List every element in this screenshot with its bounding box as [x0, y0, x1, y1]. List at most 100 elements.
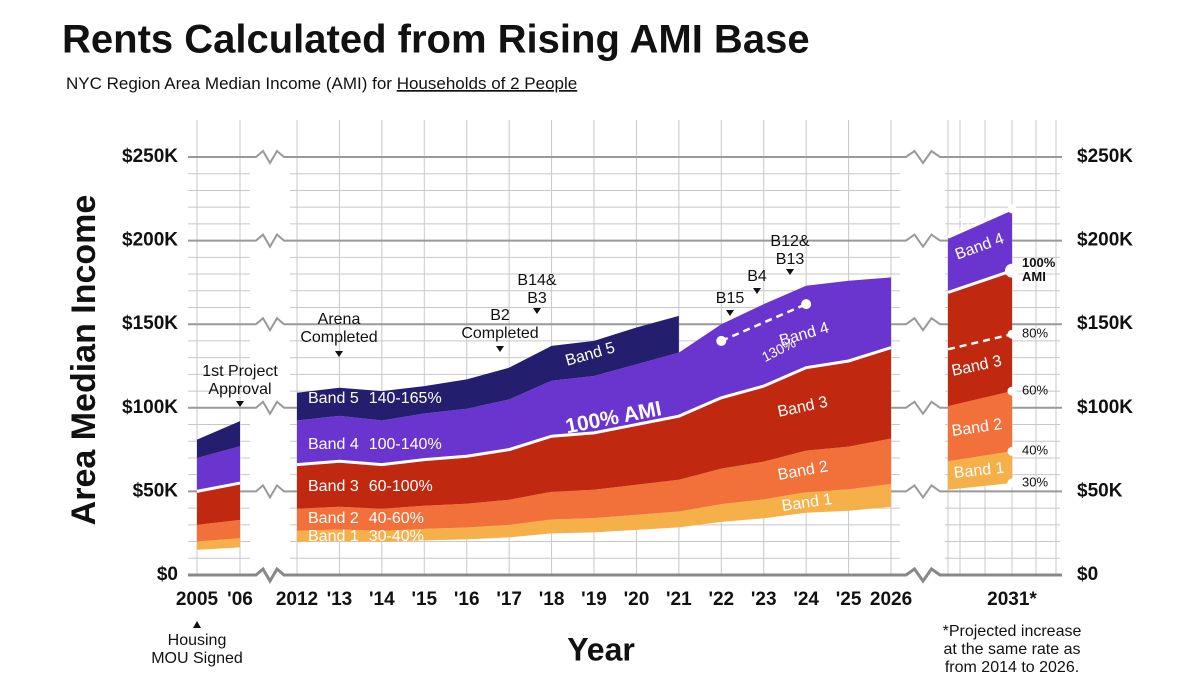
band-name: Band 2 [951, 416, 1004, 440]
projection-point [1007, 329, 1017, 339]
band-label: Band 5 140-165% [308, 390, 442, 407]
projected-top-line [947, 207, 1013, 239]
x-tick-label: '22 [708, 589, 734, 610]
band-area [948, 391, 1012, 462]
y-tick-label-right: $250K [1077, 146, 1133, 167]
reference-line [720, 302, 807, 343]
x-tick-label: '18 [539, 589, 565, 610]
band-area [948, 451, 1012, 490]
reference-line [947, 333, 1013, 351]
band-label: Band 1 [953, 460, 1005, 482]
y-tick-label-right: $0 [1077, 564, 1098, 585]
projection-label: 40% [1022, 443, 1048, 458]
annotation-arrow [236, 401, 244, 407]
x-tick-label: 2031* [987, 589, 1037, 610]
projection-point [1007, 204, 1017, 214]
annotation-arrow [496, 346, 504, 352]
band-area [197, 519, 240, 542]
band-name: Band 4 [308, 436, 359, 453]
major-grid-line [188, 233, 1062, 249]
band-range: 60-100% [369, 478, 433, 495]
annotation: B12& [770, 233, 809, 250]
footnote: at the same rate as [944, 641, 1081, 658]
x-tick-label: '15 [411, 589, 437, 610]
band-label: Band 3 60-100% [308, 478, 433, 495]
band-area [197, 421, 240, 458]
ami-line [947, 269, 1013, 294]
chart-title: Rents Calculated from Rising AMI Base [62, 18, 810, 62]
band-name: Band 5 [308, 390, 359, 407]
y-tick-label-right: $200K [1077, 230, 1133, 251]
y-tick-label: $150K [122, 313, 178, 334]
annotation-arrow [193, 621, 201, 628]
band-area [948, 208, 1012, 293]
annotation: B3 [527, 290, 547, 307]
annotation: B2 [490, 307, 510, 324]
band-area [197, 483, 240, 525]
projection-label: AMI [1022, 269, 1046, 284]
x-tick-label: '19 [581, 589, 607, 610]
annotation: 1st Project [202, 363, 278, 380]
x-tick-label: '21 [666, 589, 692, 610]
y-tick-label: $250K [122, 146, 178, 167]
band-area [297, 315, 679, 421]
subtitle-text: NYC Region Area Median Income (AMI) for [66, 74, 392, 93]
projection-point [1007, 446, 1017, 456]
annotation-arrow [786, 269, 794, 275]
projection-point [1007, 386, 1017, 396]
band-range: 40-60% [369, 510, 424, 527]
annotation: Approval [208, 381, 271, 398]
x-tick-label: '20 [624, 589, 650, 610]
band-area [297, 347, 892, 509]
band-name: Band 2 [308, 510, 359, 527]
x-tick-label: '24 [793, 589, 819, 610]
x-tick-label: '25 [836, 589, 862, 610]
major-grid-line [188, 316, 1062, 333]
band-area [948, 270, 1012, 407]
y-tick-label-right: $100K [1077, 397, 1133, 418]
annotation: Housing [168, 632, 227, 649]
x-tick-label: '14 [369, 589, 395, 610]
reference-point [716, 335, 727, 346]
band-area [197, 446, 240, 492]
x-tick-label: 2026 [870, 589, 912, 610]
annotation-arrow [726, 310, 734, 316]
footnote: *Projected increase [943, 623, 1082, 640]
annotation-arrow [533, 308, 541, 314]
band-name: Band 1 [308, 528, 359, 545]
annotation-arrow [753, 288, 761, 294]
band-range: 30-40% [369, 528, 424, 545]
annotation: Completed [300, 329, 377, 346]
projection-label: 100% [1022, 255, 1056, 270]
band-area [297, 277, 892, 465]
major-grid-line [188, 566, 1062, 584]
band-name: Band 1 [953, 460, 1005, 482]
band-area [197, 538, 240, 550]
x-tick-label: 2012 [276, 589, 318, 610]
y-tick-label: $0 [157, 564, 178, 585]
x-tick-label: '06 [227, 589, 253, 610]
annotation: B14& [517, 272, 556, 289]
annotation: B13 [776, 251, 805, 268]
band-range: 100-140% [369, 436, 442, 453]
y-tick-label: $50K [133, 480, 179, 501]
band-area [297, 484, 892, 542]
projection-point [1007, 478, 1017, 488]
projection-point [1005, 263, 1019, 278]
subtitle-link: Households of 2 People [397, 74, 578, 93]
y-tick-label: $200K [122, 230, 178, 251]
footnote: from 2014 to 2026. [945, 659, 1079, 675]
band-label: Band 1 30-40% [308, 528, 424, 545]
projection-label: 60% [1022, 383, 1048, 398]
projection-label: 80% [1022, 326, 1048, 341]
band-area [297, 438, 892, 531]
y-axis-label: Area Median Income [65, 195, 103, 526]
reference-point [801, 299, 812, 310]
x-tick-label: 2005 [176, 589, 219, 610]
x-tick-label: '13 [327, 589, 353, 610]
band-label: Band 2 [951, 416, 1004, 440]
band-label: Band 1 [781, 491, 834, 515]
band-range: 140-165% [369, 390, 442, 407]
annotation: MOU Signed [151, 650, 243, 667]
